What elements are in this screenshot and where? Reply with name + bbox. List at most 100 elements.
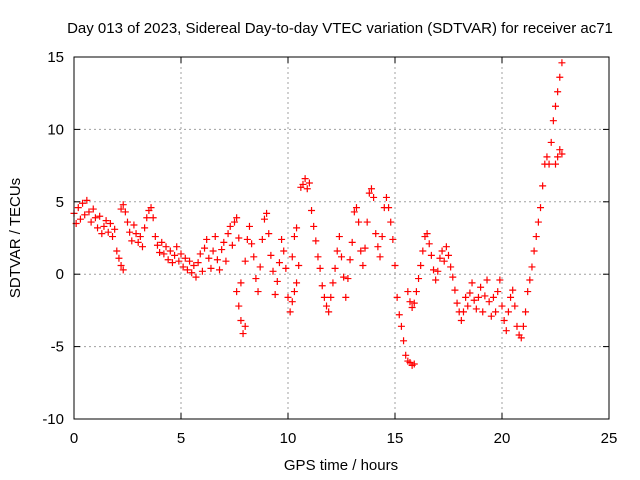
data-point	[177, 250, 185, 258]
data-point	[115, 254, 123, 262]
data-point	[183, 266, 191, 274]
data-point	[348, 238, 356, 246]
data-point	[498, 302, 506, 310]
data-point	[305, 179, 313, 187]
data-point	[284, 293, 292, 301]
data-point	[188, 269, 196, 277]
data-point	[494, 288, 502, 296]
data-point	[312, 237, 320, 245]
data-point	[156, 248, 164, 256]
data-point	[556, 73, 564, 81]
data-point	[367, 185, 375, 193]
data-point	[237, 317, 245, 325]
data-point	[91, 214, 99, 222]
data-point	[496, 276, 504, 284]
data-point	[168, 259, 176, 267]
data-point	[543, 153, 551, 161]
data-point	[423, 230, 431, 238]
x-tick-label: 15	[387, 430, 404, 447]
data-point	[318, 282, 326, 290]
data-point	[293, 279, 301, 287]
data-point	[237, 279, 245, 287]
data-point	[209, 247, 217, 255]
data-point	[393, 293, 401, 301]
data-point	[406, 298, 414, 306]
data-point	[130, 221, 138, 229]
data-point	[500, 317, 508, 325]
data-point	[290, 233, 298, 241]
data-point	[76, 215, 84, 223]
data-point	[391, 262, 399, 270]
data-point	[320, 293, 328, 301]
data-point	[278, 235, 286, 243]
chart-title: Day 013 of 2023, Sidereal Day-to-day VTE…	[67, 20, 613, 37]
data-point	[331, 264, 339, 272]
data-point	[449, 273, 457, 281]
data-point	[201, 244, 209, 252]
data-point	[352, 204, 360, 212]
data-point	[539, 182, 547, 190]
data-point	[233, 288, 241, 296]
data-point	[504, 308, 512, 316]
data-point	[117, 262, 125, 270]
data-point	[301, 175, 309, 183]
data-point	[552, 102, 559, 110]
data-point	[109, 233, 117, 241]
data-point	[85, 208, 93, 216]
data-point	[196, 250, 204, 258]
data-point	[162, 243, 170, 251]
data-point	[327, 293, 335, 301]
data-point	[220, 238, 228, 246]
data-point	[132, 230, 140, 238]
data-point	[479, 308, 487, 316]
x-tick-label: 10	[280, 430, 297, 447]
data-point	[280, 247, 288, 255]
data-point	[387, 218, 395, 226]
data-point	[106, 220, 114, 228]
data-point	[192, 273, 200, 281]
data-point	[549, 117, 557, 125]
data-point	[89, 205, 97, 213]
data-point	[382, 193, 390, 201]
data-point	[513, 322, 521, 330]
data-point	[81, 211, 89, 219]
data-point	[83, 196, 91, 204]
data-point	[158, 238, 166, 246]
data-point	[186, 257, 194, 265]
data-point	[532, 233, 540, 241]
data-point	[143, 214, 151, 222]
y-axis-label: SDTVAR / TECUs	[7, 178, 24, 298]
data-point	[173, 243, 181, 251]
data-point	[273, 277, 281, 285]
data-point	[442, 243, 450, 251]
data-point	[329, 279, 337, 287]
data-point	[483, 276, 491, 284]
data-point	[316, 264, 324, 272]
data-point	[333, 247, 341, 255]
data-point	[447, 263, 455, 271]
data-point	[410, 299, 418, 307]
data-point	[472, 305, 480, 313]
data-point	[457, 317, 465, 325]
data-point	[250, 253, 258, 261]
data-point	[138, 243, 146, 251]
data-point	[395, 311, 403, 319]
data-point	[308, 206, 316, 214]
data-point	[136, 233, 144, 241]
data-point	[552, 160, 559, 168]
data-point	[361, 244, 369, 252]
y-tick-label: -10	[42, 411, 64, 428]
x-tick-label: 20	[494, 430, 511, 447]
data-point	[430, 266, 438, 274]
data-point	[203, 235, 211, 243]
data-point	[265, 230, 273, 238]
data-point	[558, 150, 566, 158]
data-point	[233, 214, 241, 222]
data-point	[151, 233, 159, 241]
data-point	[427, 251, 435, 259]
data-point	[256, 263, 264, 271]
data-point	[295, 262, 303, 270]
y-tick-label: 5	[56, 194, 64, 211]
data-point	[434, 267, 442, 275]
data-point	[194, 259, 202, 267]
